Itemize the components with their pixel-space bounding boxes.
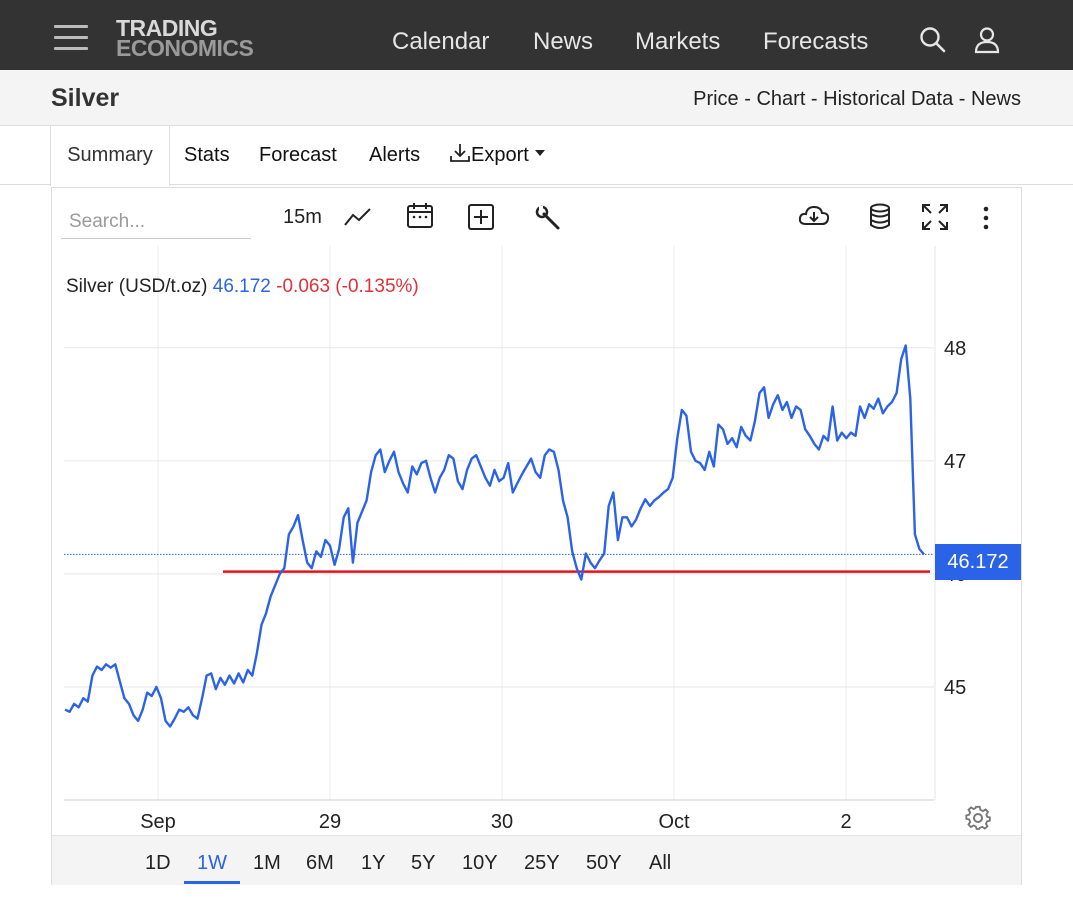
chart-panel: 15m Sep2930Oct245464748 [51,187,1022,885]
tab-summary[interactable]: Summary [50,126,170,186]
price-series-line [64,344,925,728]
range-bar: 1D 1W 1M 6M 1Y 5Y 10Y 25Y 50Y All [52,835,1021,885]
calendar-icon[interactable] [406,201,434,229]
range-6m[interactable]: 6M [306,852,334,874]
price-chart[interactable]: Sep2930Oct245464748 [52,188,1021,835]
range-25y[interactable]: 25Y [524,852,560,874]
range-1d[interactable]: 1D [145,852,171,874]
line-chart-icon[interactable] [343,205,373,229]
range-1y[interactable]: 1Y [361,852,386,874]
logo-line1: TRADING [116,15,218,41]
breadcrumb-price[interactable]: Price [693,88,739,110]
logo[interactable]: TRADING ECONOMICS [116,15,254,61]
tab-forecast[interactable]: Forecast [259,144,337,166]
x-tick-label: 30 [491,811,513,833]
tab-stats[interactable]: Stats [184,144,230,166]
active-range-indicator [184,881,240,884]
download-icon [450,144,470,162]
range-1w[interactable]: 1W [197,852,227,874]
range-5y[interactable]: 5Y [411,852,436,874]
cloud-download-icon[interactable] [798,203,830,229]
nav-link-news[interactable]: News [533,28,594,55]
compare-plus-icon[interactable] [467,203,495,231]
caret-down-icon [535,150,546,156]
tab-bar: Summary Stats Forecast Alerts Export [0,126,1073,186]
user-icon[interactable] [974,26,1000,54]
range-1m[interactable]: 1M [253,852,281,874]
range-50y[interactable]: 50Y [586,852,622,874]
more-vert-icon[interactable] [980,205,992,231]
search-input[interactable] [61,206,251,239]
page-header: Silver Price - Chart - Historical Data -… [0,70,1073,126]
breadcrumb-historical-data[interactable]: Historical Data [823,88,954,110]
legend-last-value: 46.172 [212,276,271,297]
y-tick-label: 45 [944,677,966,699]
logo-line2: ECONOMICS [116,35,254,61]
tab-alerts[interactable]: Alerts [369,144,421,166]
tab-export-label: Export [471,144,529,166]
chart-legend: Silver (USD/t.oz) 46.172 -0.063 (-0.135%… [66,276,419,298]
interval-selector[interactable]: 15m [283,206,322,228]
range-all[interactable]: All [649,852,672,874]
nav-link-calendar[interactable]: Calendar [392,28,490,55]
tab-export[interactable]: Export [449,126,546,185]
nav-link-markets[interactable]: Markets [635,28,721,55]
breadcrumb-separator: - [738,88,757,110]
menu-icon[interactable] [54,25,88,51]
top-nav: TRADING ECONOMICS Calendar News Markets … [0,0,1073,70]
last-price-tag: 46.172 [935,544,1021,580]
x-tick-label: Sep [140,811,176,833]
gear-icon[interactable] [965,805,991,831]
breadcrumb-chart[interactable]: Chart [756,88,806,110]
range-10y[interactable]: 10Y [462,852,498,874]
legend-change: -0.063 (-0.135%) [276,276,419,297]
y-tick-label: 48 [944,338,966,360]
wrench-icon[interactable] [534,204,562,232]
breadcrumb-separator: - [953,88,971,110]
y-tick-label: 47 [944,451,966,473]
page-title: Silver [51,84,120,112]
search-icon[interactable] [919,26,947,54]
fullscreen-icon[interactable] [921,203,949,231]
x-tick-label: 29 [319,811,341,833]
breadcrumb-news[interactable]: News [970,88,1021,110]
legend-series-name: Silver (USD/t.oz) [66,276,208,297]
breadcrumb-separator: - [805,88,824,110]
nav-link-forecasts[interactable]: Forecasts [763,28,869,55]
x-tick-label: Oct [658,811,690,833]
database-icon[interactable] [869,203,891,231]
breadcrumb: Price - Chart - Historical Data - News [693,88,1021,111]
x-tick-label: 2 [840,811,851,833]
